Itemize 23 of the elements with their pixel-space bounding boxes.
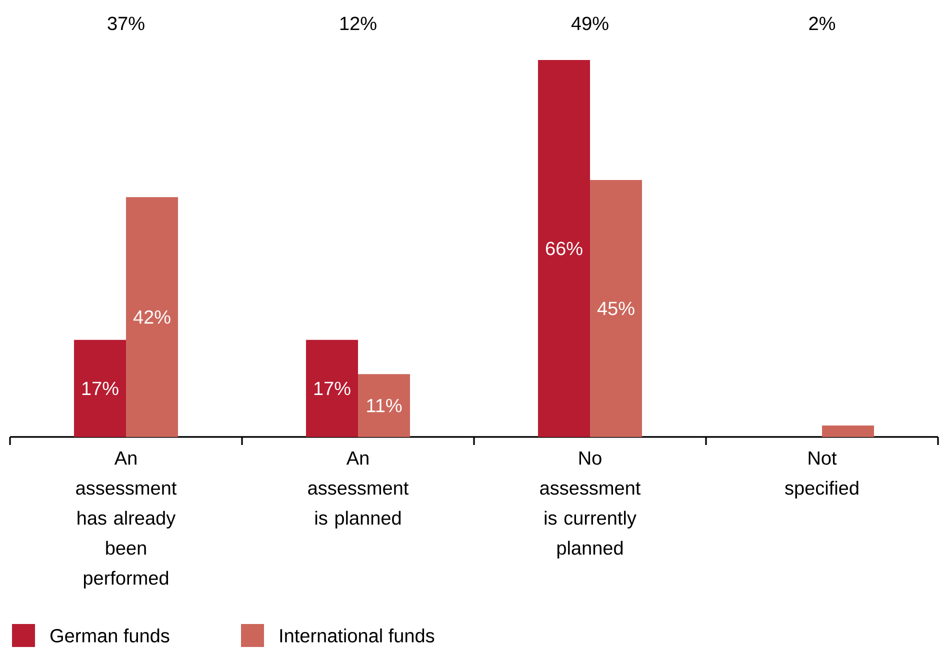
text: 49%	[571, 16, 608, 30]
text: 37%	[108, 16, 144, 30]
data-label: 42%	[133, 310, 170, 324]
x-tick-label: Not specified	[785, 452, 858, 499]
legend-label: German funds	[50, 628, 170, 642]
x-tick-label: An assessment is planned	[308, 452, 409, 529]
data-label: 17%	[82, 382, 118, 396]
bar	[538, 60, 590, 437]
bar	[306, 340, 358, 437]
x-tick-label: No assessment is currently planned	[540, 452, 641, 559]
bar	[822, 426, 874, 437]
data-label: 11%	[367, 398, 402, 412]
data-label: 66%	[546, 242, 582, 256]
text: 12%	[340, 16, 376, 30]
data-label: 17%	[314, 382, 350, 396]
bar	[590, 180, 642, 437]
text: 2%	[809, 16, 836, 30]
legend-label: International funds	[280, 628, 434, 642]
bar	[358, 374, 410, 437]
bar	[74, 340, 126, 437]
bar	[126, 197, 178, 437]
x-tick-label: An assessment has already been performed	[76, 452, 177, 589]
data-label: 45%	[597, 302, 634, 316]
